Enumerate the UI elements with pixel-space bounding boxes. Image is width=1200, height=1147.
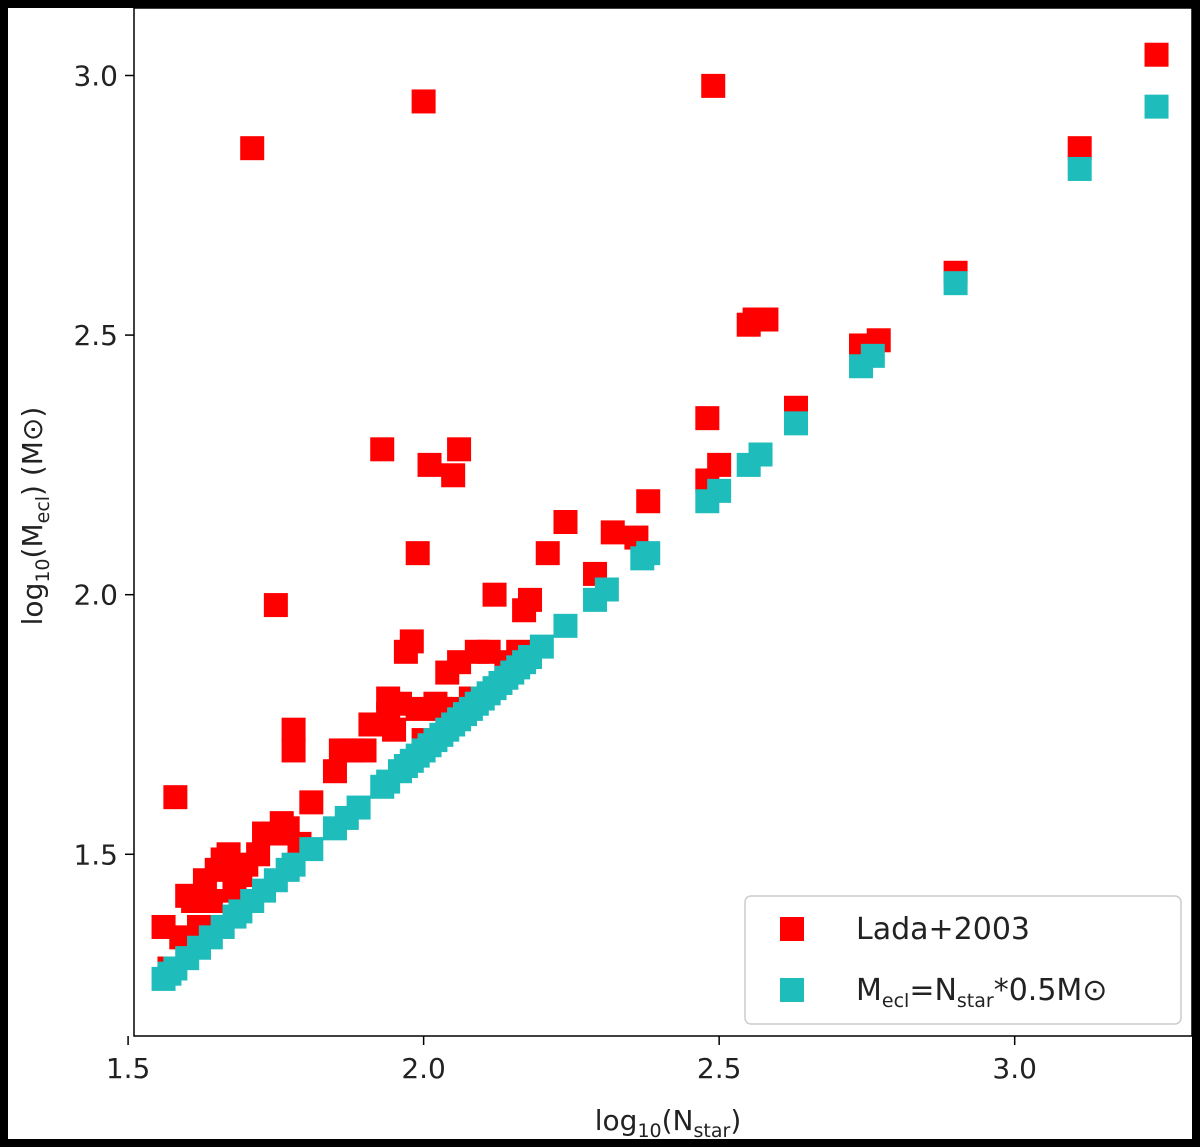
data-point	[783, 411, 808, 436]
legend-marker-red	[780, 917, 804, 941]
data-point	[600, 520, 625, 545]
data-point	[281, 738, 306, 763]
data-point	[707, 452, 732, 477]
data-point	[754, 307, 779, 332]
data-point	[299, 790, 324, 815]
data-point	[553, 510, 578, 534]
data-point	[263, 593, 288, 618]
data-point	[943, 271, 968, 296]
y-tick-label: 1.5	[73, 838, 118, 871]
y-tick-label: 2.5	[73, 319, 118, 352]
legend-marker-teal	[780, 978, 804, 1002]
data-point	[860, 343, 885, 368]
figure-frame: 1.5 2.0 2.5 3.0 1.5 2.0 2.5 3.0 log10(Nstar) lo…	[8, 8, 1192, 1139]
y-axis-label: log10(Mecl) (M⊙)	[16, 407, 54, 626]
data-point	[636, 489, 661, 514]
data-point	[411, 89, 436, 114]
data-point	[529, 634, 554, 659]
data-point	[636, 541, 661, 566]
data-point	[163, 785, 188, 810]
x-axis-label: log10(Nstar)	[595, 1104, 742, 1139]
data-point	[246, 842, 271, 867]
data-point	[518, 587, 543, 612]
axis-ticks: 1.5 2.0 2.5 3.0 1.5 2.0 2.5 3.0	[73, 59, 1036, 1085]
scatter-chart: 1.5 2.0 2.5 3.0 1.5 2.0 2.5 3.0 log10(Nstar) lo…	[16, 8, 1192, 1139]
data-point	[1067, 156, 1092, 181]
data-point	[1144, 42, 1169, 67]
data-point	[399, 629, 424, 654]
data-point	[405, 541, 430, 566]
data-point	[417, 452, 442, 477]
data-point	[707, 478, 732, 503]
data-point	[198, 889, 223, 914]
legend-label-lada: Lada+2003	[856, 912, 1030, 947]
legend: Lada+2003 Mecl=Nstar*0.5M⊙	[744, 895, 1182, 1025]
data-point	[695, 406, 720, 431]
x-tick-label: 3.0	[992, 1052, 1037, 1085]
y-tick-label: 2.0	[73, 579, 118, 612]
data-point	[382, 717, 407, 742]
data-point	[748, 442, 773, 467]
plot-area-border	[133, 8, 1192, 1037]
data-point	[441, 463, 466, 488]
data-point	[322, 759, 347, 784]
legend-box	[744, 895, 1182, 1025]
data-point	[553, 613, 578, 638]
data-point	[701, 73, 726, 98]
legend-label-formula: Mecl=Nstar*0.5M⊙	[856, 973, 1107, 1012]
data-point	[535, 541, 560, 566]
data-point	[482, 582, 507, 607]
x-tick-label: 1.5	[106, 1052, 151, 1085]
data-point	[352, 738, 377, 763]
data-point	[594, 577, 619, 602]
data-point	[447, 437, 472, 462]
y-tick-label: 3.0	[73, 59, 118, 92]
data-point	[240, 136, 265, 161]
x-tick-label: 2.5	[697, 1052, 742, 1085]
x-tick-label: 2.0	[401, 1052, 446, 1085]
data-point	[346, 795, 371, 820]
data-point	[370, 437, 395, 462]
data-point	[299, 837, 324, 862]
data-point	[1144, 94, 1169, 119]
series-lada-2003	[151, 42, 1169, 981]
data-point	[1067, 136, 1092, 161]
series-mecl-formula	[151, 94, 1169, 991]
data-point	[281, 717, 306, 742]
